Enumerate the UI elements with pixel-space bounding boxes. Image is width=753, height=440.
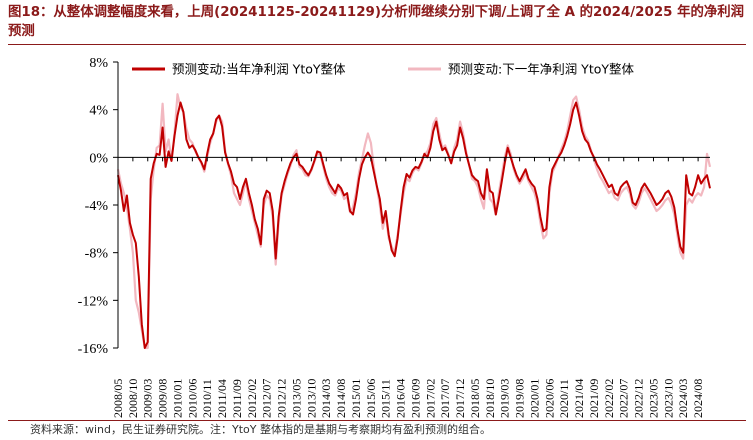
x-tick-label: 2013/05 <box>289 379 303 418</box>
series-layer <box>116 93 712 350</box>
y-tick-label: -12% <box>78 294 109 309</box>
x-tick-label: 2013/10 <box>304 379 318 418</box>
x-tick-label: 2018/10 <box>483 379 497 418</box>
x-tick-label: 2012/12 <box>275 379 289 418</box>
line-chart: -16%-12%-8%-4%0%4%8%2008/05 2008/10 2009/0… <box>78 56 712 418</box>
x-tick-label: 2017/02 <box>423 379 437 418</box>
x-tick-label: 2020/01 <box>527 379 541 418</box>
legend-label-series-1: 预测变动:下一年净利润 YtoY整体 <box>448 62 635 77</box>
series-line-0 <box>117 101 711 349</box>
chart-title: 图18：从整体调整幅度来看，上周(20241125-20241129)分析师继续… <box>8 5 745 39</box>
x-tick-label: 2010/06 <box>185 379 199 418</box>
y-tick-label: -4% <box>85 199 109 214</box>
x-tick-label: 2017/12 <box>453 379 467 418</box>
axes: -16%-12%-8%-4%0%4%8%2008/05 2008/10 2009/0… <box>78 56 710 418</box>
source-divider <box>8 420 746 421</box>
x-tick-label: 2011/04 <box>215 379 229 418</box>
x-tick-label: 2008/10 <box>126 379 140 418</box>
y-tick-label: 0% <box>89 151 108 166</box>
x-tick-label: 2014/08 <box>334 379 348 418</box>
x-tick-label: 2018/05 <box>468 379 482 418</box>
x-tick-label: 2010/01 <box>170 379 184 418</box>
x-tick-label: 2021/04 <box>572 379 586 418</box>
x-tick-label: 2014/03 <box>319 379 333 418</box>
x-tick-label: 2009/03 <box>141 379 155 418</box>
x-tick-label: 2022/02 <box>602 379 616 418</box>
x-tick-label: 2019/08 <box>513 379 527 418</box>
legend-label-series-0: 预测变动:当年净利润 YtoY整体 <box>172 62 346 77</box>
x-tick-label: 2023/05 <box>646 379 660 418</box>
x-tick-label: 2020/06 <box>542 379 556 418</box>
x-tick-label: 2019/03 <box>498 379 512 418</box>
x-tick-label: 2017/07 <box>438 379 452 418</box>
x-tick-label: 2008/05 <box>111 379 125 418</box>
x-tick-label: 2009/08 <box>156 379 170 418</box>
x-tick-label: 2011/09 <box>230 379 244 418</box>
y-tick-label: 4% <box>89 104 108 119</box>
y-tick-label: -8% <box>85 247 109 262</box>
x-tick-label: 2023/10 <box>661 379 675 418</box>
x-tick-label: 2024/08 <box>691 379 705 418</box>
series-line-1 <box>116 93 712 350</box>
x-tick-label: 2016/04 <box>394 379 408 418</box>
title-divider <box>8 44 746 45</box>
x-tick-label: 2021/09 <box>587 379 601 418</box>
y-tick-label: -16% <box>78 342 109 357</box>
x-tick-label: 2022/12 <box>632 379 646 418</box>
x-tick-label: 2015/11 <box>379 379 393 418</box>
x-tick-label: 2015/06 <box>364 379 378 418</box>
legend: 预测变动:当年净利润 YtoY整体 预测变动:下一年净利润 YtoY整体 <box>132 62 635 77</box>
x-tick-label: 2015/01 <box>349 379 363 418</box>
x-tick-label: 2010/11 <box>200 379 214 418</box>
y-tick-label: 8% <box>89 56 108 71</box>
source-note: 资料来源：wind，民生证券研究院。注：YtoY 整体指的是基期与考察期均有盈利… <box>30 423 491 436</box>
x-tick-label: 2012/07 <box>260 379 274 418</box>
x-tick-label: 2024/03 <box>676 379 690 418</box>
x-tick-label: 2020/11 <box>557 379 571 418</box>
x-tick-label: 2016/09 <box>408 379 422 418</box>
x-tick-label: 2012/02 <box>245 379 259 418</box>
x-tick-label: 2022/07 <box>617 379 631 418</box>
